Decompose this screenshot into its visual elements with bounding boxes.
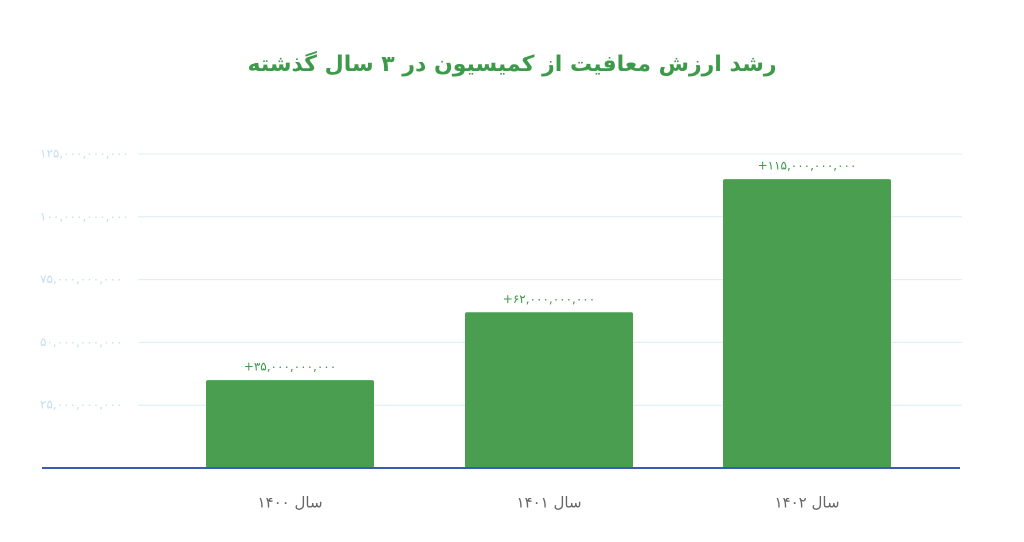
x-tick-label: سال ۱۴۰۲ [774, 494, 839, 512]
y-tick-label: ۲۵,۰۰۰,۰۰۰,۰۰۰ [40, 398, 122, 412]
y-tick-label: ۱۲۵,۰۰۰,۰۰۰,۰۰۰ [40, 147, 129, 161]
y-tick-label: ۵۰,۰۰۰,۰۰۰,۰۰۰ [40, 335, 122, 349]
y-tick-label: ۷۵,۰۰۰,۰۰۰,۰۰۰ [40, 272, 122, 286]
x-tick-label: سال ۱۴۰۰ [257, 494, 322, 512]
value-label: +۳۵,۰۰۰,۰۰۰,۰۰۰ [244, 360, 336, 374]
y-tick-label: ۱۰۰,۰۰۰,۰۰۰,۰۰۰ [40, 209, 129, 223]
chart-title: رشد ارزش معافیت از کمیسیون در ۳ سال گذشت… [248, 50, 777, 77]
x-tick-label: سال ۱۴۰۱ [516, 494, 581, 512]
bar [206, 380, 374, 468]
bar [465, 312, 633, 468]
value-label: +۶۲,۰۰۰,۰۰۰,۰۰۰ [503, 292, 595, 306]
bar [723, 179, 891, 468]
value-label: +۱۱۵,۰۰۰,۰۰۰,۰۰۰ [758, 159, 857, 173]
